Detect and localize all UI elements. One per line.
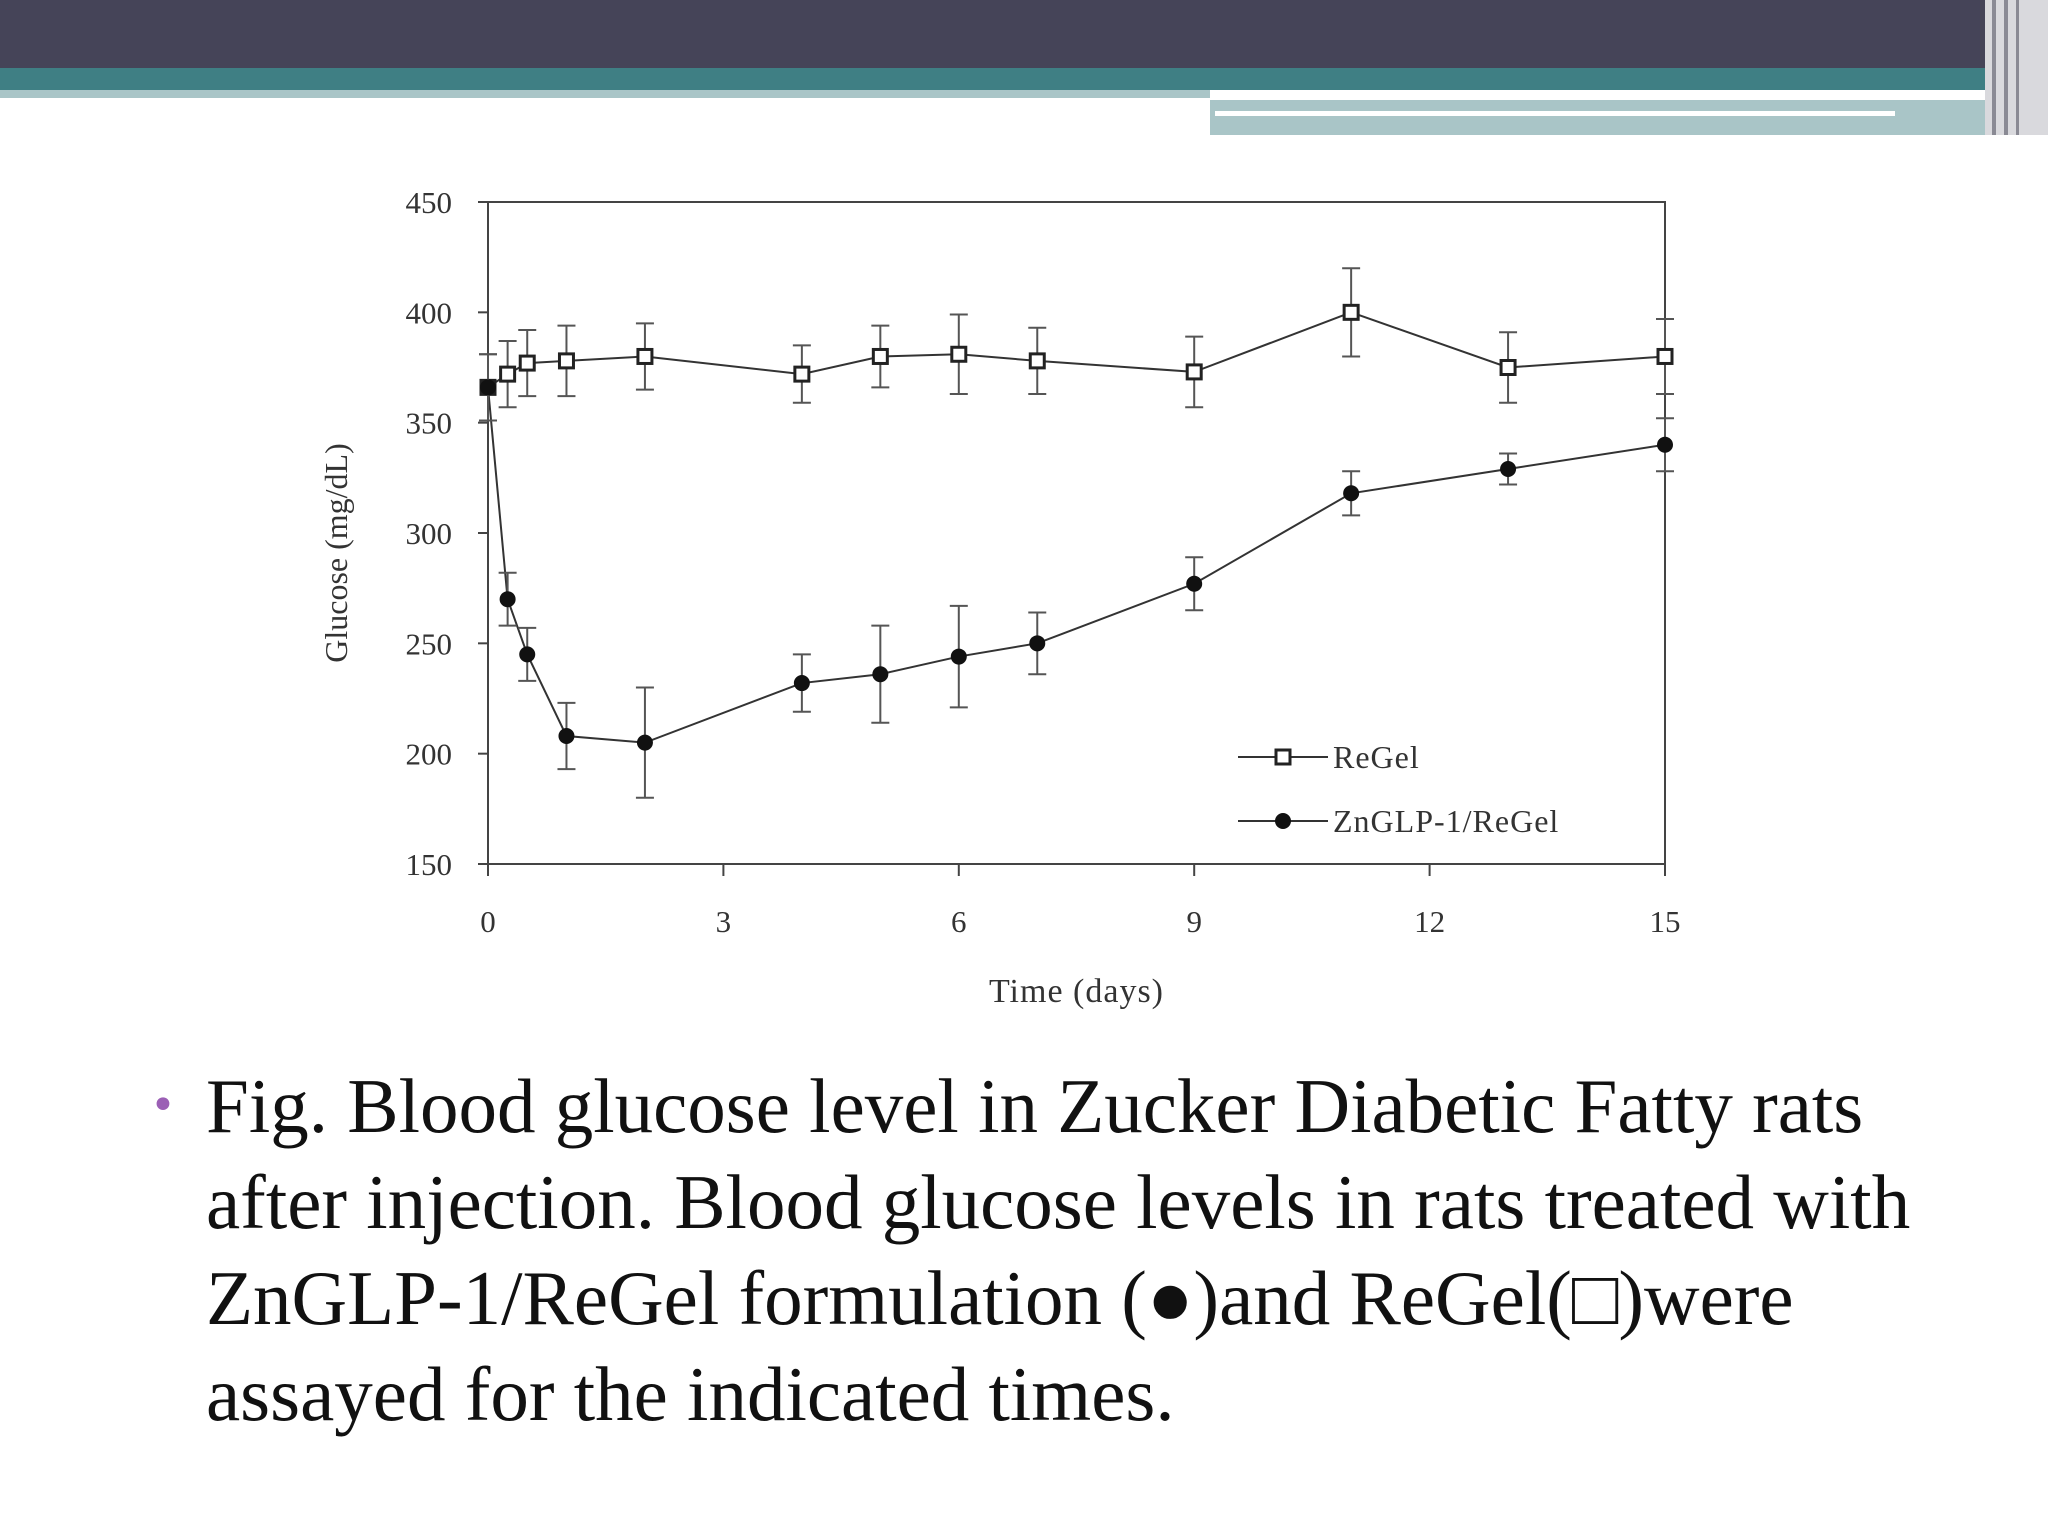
data-point [636, 734, 653, 751]
x-tick-label: 9 [1186, 904, 1202, 939]
legend-label: ReGel [1333, 739, 1420, 775]
top-bar [0, 0, 2048, 68]
x-tick-label: 12 [1414, 904, 1445, 939]
y-axis-label: Glucose (mg/dL) [318, 443, 354, 663]
y-tick-label: 300 [406, 516, 453, 551]
data-point [1186, 575, 1203, 592]
right-edge-line-2 [2004, 0, 2008, 135]
data-point [499, 591, 516, 608]
data-point [558, 728, 575, 745]
series-line [487, 311, 1666, 389]
data-point [557, 352, 575, 370]
y-tick-label: 350 [406, 406, 453, 441]
x-tick-label: 3 [716, 904, 732, 939]
data-point [950, 648, 967, 665]
y-tick-label: 400 [406, 295, 453, 330]
data-point [519, 646, 536, 663]
data-point [1342, 303, 1360, 321]
data-point [1185, 363, 1203, 381]
x-tick-label: 0 [480, 904, 496, 939]
data-point [872, 666, 889, 683]
glucose-chart: 150 200 250 300 350 400 450 0 3 6 9 12 15 ReGel ZnGLP… [318, 185, 1681, 1010]
x-tick-label: 6 [951, 904, 967, 939]
legend-label: ZnGLP-1/ReGel [1333, 803, 1559, 839]
data-point [1029, 635, 1046, 652]
light-band-right [1210, 100, 2010, 135]
data-point [499, 365, 517, 383]
figure-caption: • Fig. Blood glucose level in Zucker Dia… [150, 1058, 1930, 1442]
header-decoration [0, 0, 2048, 135]
plot-frame [487, 201, 1666, 865]
y-tick-label: 250 [406, 626, 453, 661]
data-point [793, 675, 810, 692]
data-point [1343, 485, 1360, 502]
data-point [1499, 359, 1517, 376]
bullet-icon: • [150, 1080, 176, 1131]
series-regel [479, 267, 1674, 422]
right-edge-line-3 [2016, 0, 2019, 135]
teal-band [0, 68, 2048, 90]
chart-axes: 150 200 250 300 350 400 450 0 3 6 9 12 15 [406, 185, 1681, 939]
data-point [871, 347, 889, 365]
series-znglp1-regel [479, 353, 1674, 799]
legend-marker [1274, 748, 1292, 766]
y-tick-label: 200 [406, 737, 453, 772]
right-edge-line-1 [1992, 0, 1996, 135]
x-axis-label: Time (days) [989, 973, 1164, 1010]
data-point [1028, 352, 1046, 370]
data-point [1656, 347, 1674, 365]
x-tick-label: 15 [1650, 904, 1681, 939]
data-point [1657, 436, 1673, 453]
data-point [518, 354, 536, 372]
chart-series [479, 267, 1674, 799]
caption-text: Fig. Blood glucose level in Zucker Diabe… [206, 1063, 1911, 1437]
data-point [950, 345, 968, 363]
data-point [636, 347, 654, 365]
light-band [0, 90, 1210, 98]
legend-marker [1275, 813, 1291, 829]
white-stripe [1215, 111, 1895, 116]
y-tick-label: 150 [406, 847, 453, 882]
data-point [480, 379, 496, 396]
series-line [487, 387, 1666, 744]
data-point [1500, 461, 1517, 478]
y-tick-label: 450 [406, 185, 453, 220]
data-point [793, 365, 811, 383]
chart-legend: ReGel ZnGLP-1/ReGel [1238, 739, 1559, 839]
